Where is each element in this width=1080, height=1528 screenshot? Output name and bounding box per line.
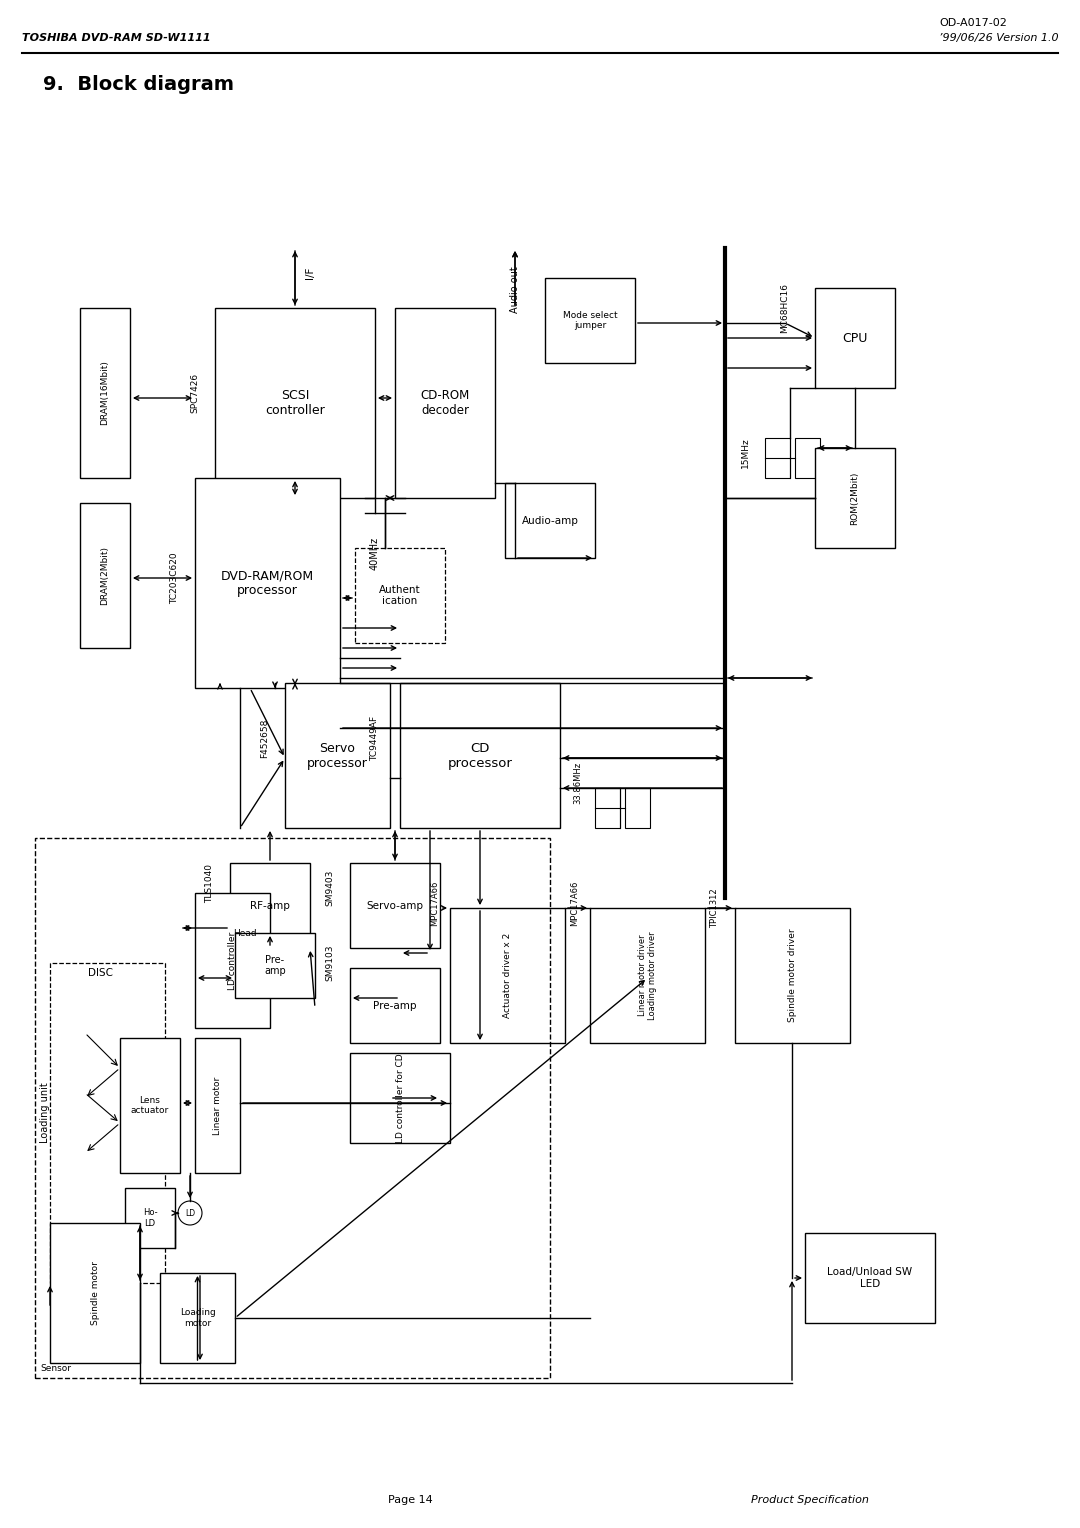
Text: MPC17A66: MPC17A66 — [570, 880, 580, 926]
Text: Product Specification: Product Specification — [751, 1496, 869, 1505]
Text: 40MHz: 40MHz — [370, 536, 380, 570]
Bar — [285, 683, 390, 828]
Bar — [195, 892, 270, 1028]
Bar — [195, 1038, 240, 1174]
Bar — [735, 908, 850, 1044]
Bar — [595, 788, 620, 828]
Bar — [545, 278, 635, 364]
Bar — [815, 448, 895, 549]
Text: Loading
motor: Loading motor — [179, 1308, 215, 1328]
Bar — [765, 439, 789, 478]
Text: CD-ROM
decoder: CD-ROM decoder — [420, 390, 470, 417]
Bar — [50, 1222, 140, 1363]
Text: SM9103: SM9103 — [325, 944, 335, 981]
Bar — [125, 1187, 175, 1248]
Text: TPIC1312: TPIC1312 — [711, 888, 719, 927]
Text: Page 14: Page 14 — [388, 1496, 433, 1505]
Text: LD controller: LD controller — [228, 932, 237, 990]
Text: Head: Head — [233, 929, 257, 938]
Bar — [35, 837, 550, 1378]
Text: CD
processor: CD processor — [447, 741, 512, 770]
Text: RF-amp: RF-amp — [251, 900, 289, 911]
Text: Pre-amp: Pre-amp — [374, 1001, 417, 1010]
Bar — [795, 439, 820, 478]
Text: Ho-
LD: Ho- LD — [143, 1209, 158, 1227]
Bar — [195, 478, 340, 688]
Bar — [350, 969, 440, 1044]
Bar — [215, 309, 375, 498]
Bar — [80, 309, 130, 478]
Text: Sensor: Sensor — [40, 1365, 71, 1374]
Text: OD-A017-02: OD-A017-02 — [940, 18, 1008, 28]
Text: DISC: DISC — [87, 969, 112, 978]
Text: Lens
actuator: Lens actuator — [131, 1096, 170, 1115]
Text: Audio-amp: Audio-amp — [522, 515, 579, 526]
Text: TLS1040: TLS1040 — [205, 863, 215, 903]
Text: Actuator driver x 2: Actuator driver x 2 — [503, 934, 512, 1018]
Text: Servo
processor: Servo processor — [307, 741, 368, 770]
Bar — [235, 934, 315, 998]
Text: LD: LD — [185, 1209, 195, 1218]
Text: SM9403: SM9403 — [325, 869, 335, 906]
Text: Spindle motor: Spindle motor — [91, 1261, 99, 1325]
Bar — [80, 503, 130, 648]
Text: F452658: F452658 — [260, 718, 270, 758]
Text: DRAM(2Mbit): DRAM(2Mbit) — [100, 545, 109, 605]
Bar — [625, 788, 650, 828]
Text: ’99/06/26 Version 1.0: ’99/06/26 Version 1.0 — [939, 34, 1058, 43]
Bar — [355, 549, 445, 643]
Bar — [400, 683, 561, 828]
Bar — [805, 1233, 935, 1323]
Bar — [350, 1053, 450, 1143]
Text: SCSI
controller: SCSI controller — [265, 390, 325, 417]
Text: Loading unit: Loading unit — [40, 1083, 50, 1143]
Text: 15MHz: 15MHz — [741, 437, 750, 469]
Bar — [505, 483, 595, 558]
Text: 9.  Block diagram: 9. Block diagram — [43, 75, 234, 93]
Bar — [590, 908, 705, 1044]
Text: Linear motor: Linear motor — [213, 1076, 222, 1135]
Bar — [50, 963, 165, 1284]
Text: Spindle motor driver: Spindle motor driver — [788, 929, 797, 1022]
Text: CPU: CPU — [842, 332, 867, 344]
Text: TOSHIBA DVD-RAM SD-W1111: TOSHIBA DVD-RAM SD-W1111 — [22, 34, 211, 43]
Text: LD controller for CD: LD controller for CD — [395, 1053, 405, 1143]
Text: SPC7426: SPC7426 — [190, 373, 200, 413]
Text: 33.86MHz: 33.86MHz — [573, 762, 582, 804]
Bar — [815, 287, 895, 388]
Bar — [160, 1273, 235, 1363]
Bar — [230, 863, 310, 947]
Text: Authent
ication: Authent ication — [379, 585, 421, 607]
Text: ROM(2Mbit): ROM(2Mbit) — [851, 471, 860, 524]
Text: TC203C620: TC203C620 — [171, 552, 179, 604]
Text: MC68HC16: MC68HC16 — [781, 283, 789, 333]
Text: Linear motor driver
Loading motor driver: Linear motor driver Loading motor driver — [638, 931, 658, 1019]
Text: DRAM(16Mbit): DRAM(16Mbit) — [100, 361, 109, 425]
Text: Pre-
amp: Pre- amp — [265, 955, 286, 976]
Bar — [350, 863, 440, 947]
Text: Servo-amp: Servo-amp — [366, 900, 423, 911]
Bar — [450, 908, 565, 1044]
Text: Audio out: Audio out — [510, 266, 519, 313]
Bar — [120, 1038, 180, 1174]
Bar — [395, 309, 495, 498]
Text: Load/Unload SW
LED: Load/Unload SW LED — [827, 1267, 913, 1288]
Text: I/F: I/F — [305, 267, 315, 280]
Text: TC9449AF: TC9449AF — [370, 715, 379, 761]
Text: DVD-RAM/ROM
processor: DVD-RAM/ROM processor — [221, 568, 314, 597]
Text: MPC17A66: MPC17A66 — [431, 880, 440, 926]
Text: Mode select
jumper: Mode select jumper — [563, 310, 618, 330]
